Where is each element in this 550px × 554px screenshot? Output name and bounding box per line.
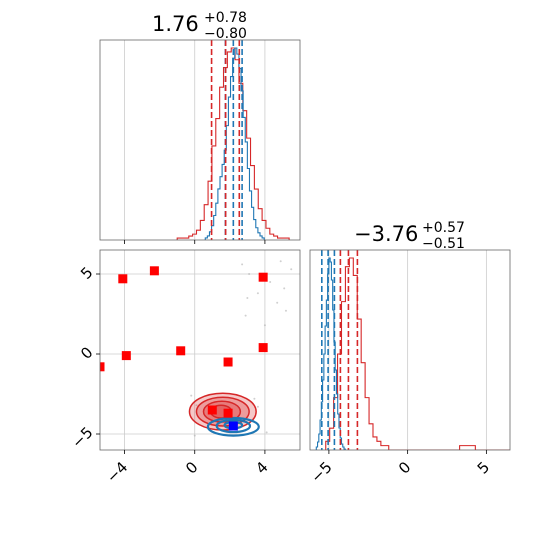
joint-sample-point-7 <box>244 314 247 317</box>
param2-xtick-label-0: −5 <box>307 458 335 486</box>
joint-red-marker-9 <box>223 408 233 418</box>
joint-sample-point-13 <box>193 434 196 437</box>
histogram-param2 <box>315 250 510 450</box>
joint-sample-point-5 <box>276 301 279 304</box>
joint-sample-point-9 <box>190 394 193 397</box>
axis-frames <box>99 39 511 451</box>
title-param2-main: −3.76 <box>354 222 418 246</box>
param1-blue-hist <box>204 47 265 240</box>
joint-sample-point-14 <box>256 405 259 408</box>
joint-red-marker-0 <box>118 274 128 284</box>
joint-blue-contour-1 <box>215 418 252 434</box>
title-param2-sub: −0.51 <box>422 236 465 252</box>
joint-blue-marker-0 <box>228 421 238 431</box>
joint-xtick-label-2: 4 <box>252 458 271 477</box>
title-param1-sup: +0.78 <box>204 10 247 26</box>
param2-xtick-label-1: 0 <box>395 458 414 477</box>
param2-red-hist <box>325 257 510 450</box>
joint-xtick-label-1: 0 <box>182 458 201 477</box>
title-param2-sup: +0.57 <box>422 220 465 236</box>
joint-red-marker-1 <box>149 266 159 276</box>
joint-red-marker-7 <box>100 362 105 372</box>
param2-blue-hist <box>315 257 346 450</box>
title-param2: −3.76 +0.57 −0.51 <box>354 220 465 252</box>
joint-sample-point-11 <box>253 397 256 400</box>
joint-sample-point-0 <box>241 263 244 266</box>
joint-ytick-label-1: 0 <box>77 343 96 362</box>
joint-sample-point-15 <box>284 309 287 312</box>
joint-red-marker-6 <box>223 357 233 367</box>
joint-red-marker-3 <box>121 351 131 361</box>
joint-sample-point-4 <box>256 292 259 295</box>
joint-red-marker-4 <box>176 346 186 356</box>
histogram-param1 <box>124 40 290 240</box>
joint-sample-point-1 <box>248 273 251 275</box>
title-param1-main: 1.76 <box>152 12 199 36</box>
param1-red-hist <box>176 47 290 240</box>
joint-blue-contour-0 <box>206 416 260 437</box>
joint-sample-point-8 <box>263 324 266 327</box>
joint-sample-point-17 <box>246 297 249 299</box>
joint-red-marker-2 <box>258 272 268 282</box>
title-param1: 1.76 +0.78 −0.80 <box>152 10 247 42</box>
joint-sample-point-10 <box>195 404 198 407</box>
joint-sample-point-2 <box>269 281 272 283</box>
joint-red-marker-8 <box>207 405 217 415</box>
joint-sample-point-6 <box>290 268 293 271</box>
joint-red-marker-5 <box>258 343 268 353</box>
title-param1-sub: −0.80 <box>204 26 247 42</box>
joint-sample-point-16 <box>279 260 282 263</box>
joint-xtick-label-0: −4 <box>103 458 131 486</box>
joint-frame <box>99 249 301 451</box>
joint-ytick-label-2: 5 <box>77 263 96 282</box>
param2-xtick-label-2: 5 <box>474 458 493 477</box>
joint-panel <box>100 250 300 450</box>
param2-frame <box>309 249 511 451</box>
joint-sample-point-3 <box>283 287 286 290</box>
joint-sample-point-12 <box>265 431 268 434</box>
joint-ytick-label-0: −5 <box>68 423 96 451</box>
param1-frame <box>99 39 301 241</box>
